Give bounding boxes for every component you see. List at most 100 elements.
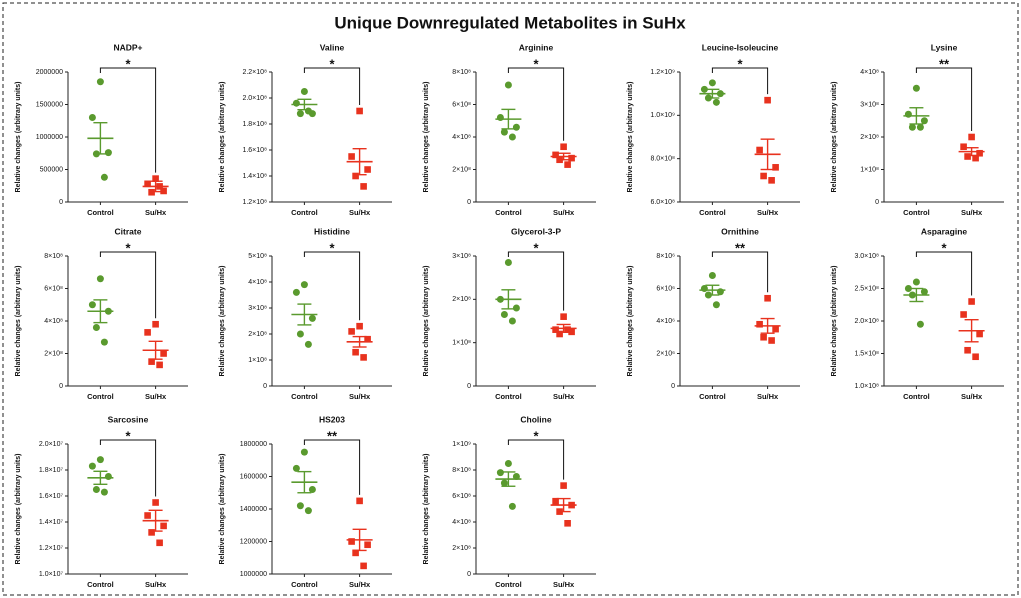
point — [560, 313, 567, 320]
point — [356, 497, 363, 505]
y-tick-label: 1400000 — [240, 506, 267, 513]
y-tick-label: 8.0×10⁸ — [650, 156, 675, 163]
point — [560, 143, 567, 151]
y-tick-label: 8×10⁸ — [452, 467, 471, 474]
point — [976, 330, 983, 338]
point — [904, 110, 912, 118]
y-tick-label: 4×10⁶ — [656, 318, 675, 325]
x-tick-label: Su/Hx — [553, 392, 575, 401]
point — [152, 499, 159, 506]
x-tick-label: Control — [291, 392, 318, 401]
y-tick-label: 2×10⁸ — [452, 296, 471, 303]
y-tick-label: 6.0×10⁸ — [650, 199, 675, 206]
point — [920, 117, 928, 125]
point — [152, 320, 159, 328]
panel-title: Lysine — [931, 42, 958, 52]
point — [908, 123, 916, 131]
point — [968, 133, 975, 141]
point — [96, 275, 104, 283]
point — [292, 99, 300, 107]
point — [712, 301, 720, 309]
point — [512, 123, 520, 131]
significance-bracket — [915, 251, 973, 296]
y-tick-label: 1×10⁸ — [452, 340, 471, 347]
y-tick-label: 0 — [467, 199, 471, 206]
point — [352, 172, 359, 180]
point — [972, 154, 979, 162]
point — [972, 353, 979, 361]
panel-title: Arginine — [519, 42, 554, 52]
x-tick-label: Control — [903, 208, 930, 217]
panel-title: Glycerol-3-P — [511, 226, 561, 236]
y-tick-label: 0 — [467, 571, 471, 578]
y-tick-label: 1×10⁸ — [860, 166, 879, 173]
significance-label: * — [737, 56, 743, 71]
significance-label: * — [329, 240, 335, 255]
y-tick-label: 3×10⁸ — [248, 305, 267, 312]
panel-title: Sarcosine — [108, 414, 149, 424]
point — [296, 110, 304, 118]
y-tick-label: 1.2×10⁸ — [242, 199, 267, 206]
x-tick-label: Su/Hx — [349, 208, 371, 217]
y-tick-label: 1000000 — [240, 571, 267, 578]
significance-bracket — [303, 439, 361, 495]
panel-title: Ornithine — [721, 226, 759, 236]
y-tick-label: 2×10⁸ — [44, 350, 63, 357]
point — [348, 328, 355, 335]
significance-label: * — [533, 240, 539, 255]
y-tick-label: 6×10⁸ — [452, 493, 471, 500]
y-tick-label: 4×10⁸ — [44, 318, 63, 325]
y-tick-label: 1.4×10⁷ — [39, 519, 64, 526]
point — [88, 462, 96, 470]
point — [564, 326, 571, 333]
y-tick-label: 1.6×10⁷ — [39, 493, 64, 500]
point — [144, 329, 151, 336]
point — [104, 473, 112, 480]
point — [364, 541, 371, 549]
y-tick-label: 0 — [875, 199, 879, 206]
point — [768, 177, 775, 184]
x-tick-label: Control — [87, 392, 114, 401]
point — [300, 281, 308, 289]
point — [964, 346, 971, 354]
panel-title: NADP+ — [113, 42, 142, 52]
significance-label: ** — [327, 428, 338, 443]
y-tick-label: 3×10⁸ — [860, 101, 879, 108]
point — [148, 529, 155, 536]
point — [508, 317, 516, 325]
significance-label: * — [941, 240, 947, 255]
panel-title: Choline — [520, 414, 551, 424]
point — [360, 354, 367, 361]
significance-bracket — [303, 67, 361, 105]
point — [760, 172, 767, 180]
y-tick-label: 1×10⁹ — [452, 441, 471, 448]
point — [716, 288, 724, 296]
y-tick-label: 1.0×10⁹ — [650, 112, 675, 119]
point — [560, 482, 567, 489]
y-tick-label: 1.2×10⁹ — [650, 69, 675, 76]
point — [508, 133, 516, 141]
point — [960, 143, 967, 151]
y-tick-label: 1500000 — [36, 101, 63, 108]
point — [916, 123, 924, 131]
x-tick-label: Control — [87, 208, 114, 217]
point — [96, 78, 104, 86]
point — [960, 311, 967, 318]
point — [708, 79, 716, 87]
x-tick-label: Control — [699, 208, 726, 217]
significance-bracket — [99, 251, 157, 319]
point — [496, 114, 504, 121]
point — [512, 304, 520, 312]
y-tick-label: 1800000 — [240, 441, 267, 448]
y-tick-label: 8×10⁶ — [656, 253, 675, 260]
point — [700, 285, 708, 292]
x-tick-label: Su/Hx — [145, 208, 167, 217]
point — [912, 84, 920, 92]
y-tick-label: 0 — [263, 383, 267, 390]
y-tick-label: 6×10⁶ — [656, 285, 675, 292]
point — [364, 166, 371, 173]
point — [504, 81, 512, 89]
figure-title: Unique Downregulated Metabolites in SuHx — [334, 13, 686, 32]
x-tick-label: Su/Hx — [349, 392, 371, 401]
y-tick-label: 1.5×10⁸ — [854, 350, 879, 357]
